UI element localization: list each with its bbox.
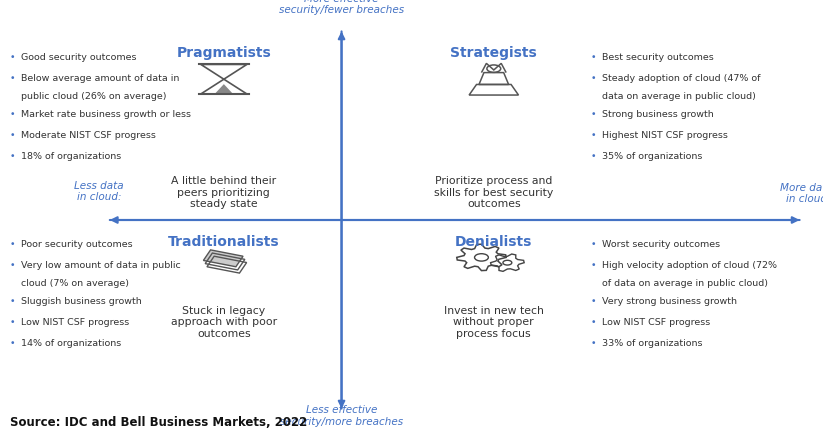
Text: •: • <box>10 240 16 249</box>
Text: Traditionalists: Traditionalists <box>168 235 280 249</box>
Circle shape <box>475 254 488 261</box>
Text: More data
in cloud: More data in cloud <box>780 183 823 205</box>
Text: Best security outcomes: Best security outcomes <box>602 53 714 62</box>
Text: Market rate business growth or less: Market rate business growth or less <box>21 110 191 119</box>
Text: of data on average in public cloud): of data on average in public cloud) <box>602 279 768 288</box>
Text: •: • <box>591 131 597 140</box>
Text: •: • <box>591 110 597 119</box>
Text: 35% of organizations: 35% of organizations <box>602 152 702 161</box>
Text: •: • <box>10 261 16 270</box>
Text: 33% of organizations: 33% of organizations <box>602 339 702 348</box>
Text: •: • <box>10 318 16 327</box>
Text: Good security outcomes: Good security outcomes <box>21 53 136 62</box>
Text: Low NIST CSF progress: Low NIST CSF progress <box>602 318 710 327</box>
Text: •: • <box>10 297 16 306</box>
Text: Low NIST CSF progress: Low NIST CSF progress <box>21 318 129 327</box>
Text: data on average in public cloud): data on average in public cloud) <box>602 92 756 101</box>
Text: •: • <box>591 74 597 83</box>
Polygon shape <box>215 84 233 94</box>
Text: Steady adoption of cloud (47% of: Steady adoption of cloud (47% of <box>602 74 760 83</box>
FancyBboxPatch shape <box>203 250 243 267</box>
Text: •: • <box>591 261 597 270</box>
Text: Sluggish business growth: Sluggish business growth <box>21 297 142 306</box>
Text: •: • <box>591 53 597 62</box>
Text: 14% of organizations: 14% of organizations <box>21 339 121 348</box>
Text: High velocity adoption of cloud (72%: High velocity adoption of cloud (72% <box>602 261 777 270</box>
Text: cloud (7% on average): cloud (7% on average) <box>21 279 128 288</box>
Text: •: • <box>591 339 597 348</box>
Text: Strategists: Strategists <box>450 46 537 60</box>
Text: Very strong business growth: Very strong business growth <box>602 297 737 306</box>
Text: Strong business growth: Strong business growth <box>602 110 714 119</box>
Text: Very low amount of data in public: Very low amount of data in public <box>21 261 180 270</box>
Text: •: • <box>591 318 597 327</box>
Text: Less data
in cloud:: Less data in cloud: <box>74 180 123 202</box>
Text: •: • <box>10 110 16 119</box>
Text: •: • <box>591 297 597 306</box>
Text: More effective
security/fewer breaches: More effective security/fewer breaches <box>279 0 404 15</box>
Text: Stuck in legacy
approach with poor
outcomes: Stuck in legacy approach with poor outco… <box>171 306 277 339</box>
Text: •: • <box>591 240 597 249</box>
Text: Invest in new tech
without proper
process focus: Invest in new tech without proper proces… <box>444 306 544 339</box>
Text: •: • <box>10 339 16 348</box>
Text: Prioritize process and
skills for best security
outcomes: Prioritize process and skills for best s… <box>435 176 553 209</box>
Text: Pragmatists: Pragmatists <box>176 46 272 60</box>
Text: •: • <box>10 152 16 161</box>
Text: •: • <box>10 53 16 62</box>
Text: Denialists: Denialists <box>455 235 532 249</box>
Text: •: • <box>10 131 16 140</box>
Text: Moderate NIST CSF progress: Moderate NIST CSF progress <box>21 131 156 140</box>
Text: Source: IDC and Bell Business Markets, 2022: Source: IDC and Bell Business Markets, 2… <box>10 416 307 429</box>
Text: 18% of organizations: 18% of organizations <box>21 152 121 161</box>
Text: Worst security outcomes: Worst security outcomes <box>602 240 720 249</box>
Text: •: • <box>10 74 16 83</box>
Text: Poor security outcomes: Poor security outcomes <box>21 240 133 249</box>
Text: A little behind their
peers prioritizing
steady state: A little behind their peers prioritizing… <box>171 176 277 209</box>
Text: Highest NIST CSF progress: Highest NIST CSF progress <box>602 131 728 140</box>
Text: public cloud (26% on average): public cloud (26% on average) <box>21 92 166 101</box>
Text: Below average amount of data in: Below average amount of data in <box>21 74 179 83</box>
Text: Less effective
security/more breaches: Less effective security/more breaches <box>280 405 403 427</box>
Circle shape <box>503 260 512 265</box>
Text: •: • <box>591 152 597 161</box>
